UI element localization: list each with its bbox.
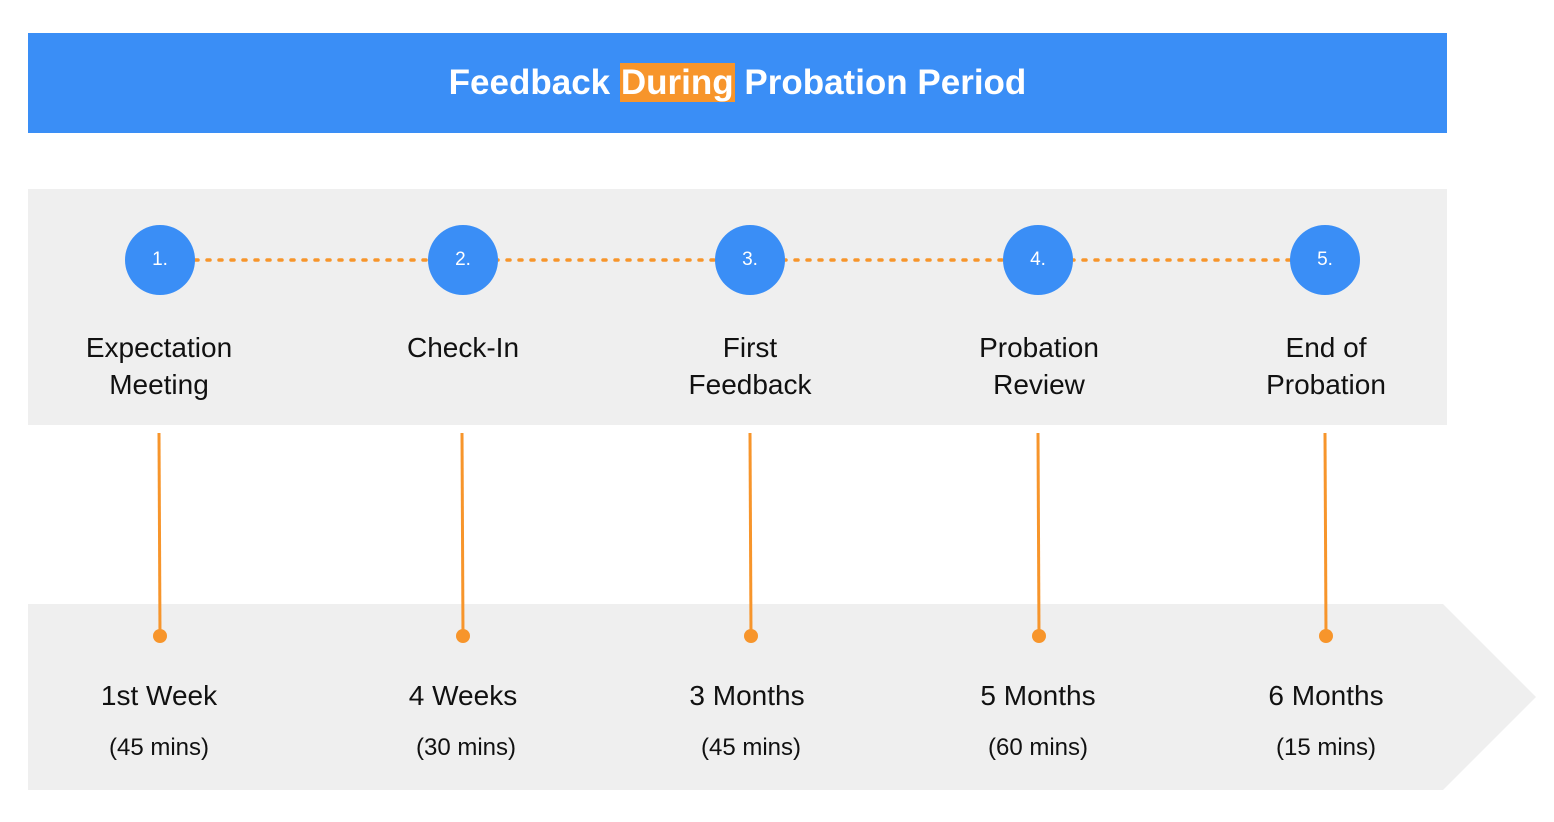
- stem-dot-1: [153, 629, 167, 643]
- step-number-5: 5.: [1290, 225, 1360, 295]
- step-label-2: Check-In: [343, 329, 583, 366]
- stem-3: [744, 432, 758, 643]
- title-part-before: Feedback: [448, 63, 620, 102]
- title-banner: Feedback During Probation Period: [28, 33, 1447, 133]
- step-label-5: End of Probation: [1206, 329, 1446, 403]
- duration-label-5: (15 mins): [1275, 734, 1377, 761]
- step-number-4: 4.: [1003, 225, 1073, 295]
- duration-label-1: (45 mins): [108, 734, 210, 761]
- duration-label-4: (60 mins): [987, 734, 1089, 761]
- step-label-3-line-1: First: [722, 332, 778, 363]
- stem-5: [1319, 432, 1333, 643]
- step-number-3: 3.: [715, 225, 785, 295]
- time-label-4: 5 Months: [980, 680, 1096, 711]
- title-highlight: During: [619, 63, 735, 102]
- duration-label-3: (45 mins): [700, 734, 802, 761]
- duration-label-2: (30 mins): [415, 734, 517, 761]
- stem-4: [1032, 432, 1046, 643]
- time-label-2: 4 Weeks: [408, 680, 518, 711]
- step-label-1-line-2: Meeting: [109, 369, 209, 400]
- time-label-1: 1st Week: [100, 680, 218, 711]
- stem-1: [153, 432, 167, 643]
- diagram-title: Feedback During Probation Period: [448, 63, 1027, 103]
- stem-2: [456, 432, 470, 643]
- step-number-1: 1.: [125, 225, 195, 295]
- stem-dot-4: [1032, 629, 1046, 643]
- step-label-4: Probation Review: [919, 329, 1159, 403]
- step-label-3-line-2: Feedback: [688, 369, 812, 400]
- title-part-after: Probation Period: [734, 63, 1027, 102]
- time-label-3: 3 Months: [689, 680, 805, 711]
- step-label-3: First Feedback: [630, 329, 870, 403]
- step-label-4-line-2: Review: [993, 369, 1085, 400]
- step-label-4-line-1: Probation: [979, 332, 1099, 363]
- step-label-1: Expectation Meeting: [39, 329, 279, 403]
- step-number-2: 2.: [428, 225, 498, 295]
- stem-dot-3: [744, 629, 758, 643]
- step-label-1-line-1: Expectation: [85, 332, 233, 363]
- stem-dot-2: [456, 629, 470, 643]
- step-label-5-line-2: Probation: [1266, 369, 1386, 400]
- step-label-5-line-1: End of: [1285, 332, 1367, 363]
- time-label-5: 6 Months: [1268, 680, 1384, 711]
- stem-dot-5: [1319, 629, 1333, 643]
- step-label-2-line-1: Check-In: [406, 332, 520, 363]
